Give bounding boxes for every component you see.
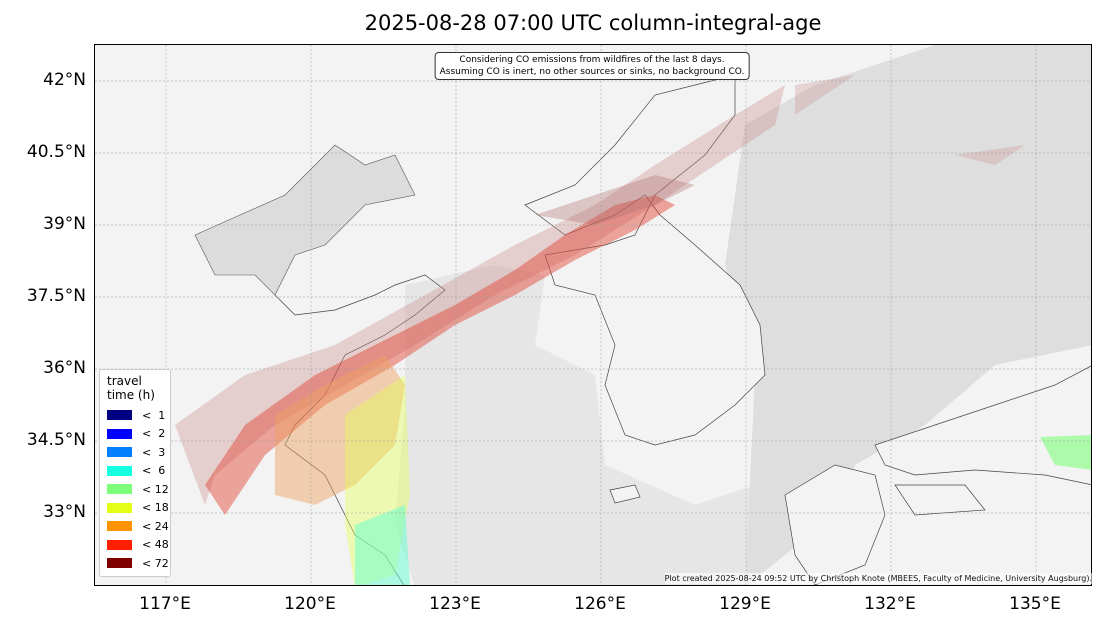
lat-tick: 34.5°N xyxy=(26,430,86,450)
annotation-line: Assuming CO is inert, no other sources o… xyxy=(439,67,745,77)
legend-label: < 1 xyxy=(142,408,166,422)
lon-tick: 129°E xyxy=(719,594,771,614)
legend-item: < 18 xyxy=(107,499,170,518)
map-canvas xyxy=(95,45,1091,585)
lat-tick: 33°N xyxy=(43,502,86,522)
legend-item: < 72 xyxy=(107,554,170,573)
legend-swatch xyxy=(107,558,132,569)
annotation-line: Considering CO emissions from wildfires … xyxy=(459,55,725,65)
legend-item: < 12 xyxy=(107,480,170,499)
jeju-island xyxy=(609,484,641,504)
legend-swatch xyxy=(107,484,132,495)
legend-items: < 1 < 2 < 3 < 6 < 12 < 18 < 24 < 48 < 72 xyxy=(107,406,170,573)
lat-tick: 37.5°N xyxy=(26,286,86,306)
lon-tick: 120°E xyxy=(284,594,336,614)
bohai-sea xyxy=(194,144,416,296)
japan-kyushu xyxy=(784,464,886,585)
legend-swatch xyxy=(107,410,132,421)
legend-label: < 72 xyxy=(142,556,169,570)
yellow-sea-shading xyxy=(395,265,815,585)
legend: travel time (h) < 1 < 2 < 3 < 6 < 12 < 18 < 24… xyxy=(99,369,171,577)
plot-title: 2025-08-28 07:00 UTC column-integral-age xyxy=(364,11,822,35)
legend-swatch xyxy=(107,447,132,458)
legend-label: < 2 xyxy=(142,427,166,441)
lat-tick: 40.5°N xyxy=(26,142,86,162)
legend-label: < 24 xyxy=(142,519,169,533)
legend-item: < 6 xyxy=(107,462,170,481)
legend-item: < 24 xyxy=(107,517,170,536)
annotation-box: Considering CO emissions from wildfires … xyxy=(434,52,750,80)
lon-tick: 135°E xyxy=(1009,594,1061,614)
legend-label: < 48 xyxy=(142,538,169,552)
legend-label: < 18 xyxy=(142,501,169,515)
legend-item: < 1 xyxy=(107,406,170,425)
china-coastline xyxy=(274,274,446,585)
legend-item: < 48 xyxy=(107,536,170,555)
east-sea xyxy=(725,45,1091,585)
lon-tick: 132°E xyxy=(864,594,916,614)
legend-label: < 3 xyxy=(142,445,166,459)
lat-tick: 36°N xyxy=(43,358,86,378)
legend-item: < 2 xyxy=(107,425,170,444)
lat-tick: 42°N xyxy=(43,70,86,90)
legend-label: < 12 xyxy=(142,482,169,496)
lat-tick: 39°N xyxy=(43,214,86,234)
legend-item: < 3 xyxy=(107,443,170,462)
co-plume xyxy=(175,75,1091,585)
legend-title-line: travel xyxy=(107,374,142,388)
legend-title-line: time (h) xyxy=(107,388,155,402)
legend-swatch xyxy=(107,465,132,476)
credit-text: Plot created 2025-08-24 09:52 UTC by Chr… xyxy=(664,573,1092,584)
map-area xyxy=(94,44,1092,586)
lon-tick: 117°E xyxy=(139,594,191,614)
legend-swatch xyxy=(107,502,132,513)
legend-label: < 6 xyxy=(142,464,166,478)
japan-shikoku xyxy=(894,484,986,516)
legend-swatch xyxy=(107,521,132,532)
legend-swatch xyxy=(107,428,132,439)
lon-tick: 123°E xyxy=(429,594,481,614)
japan-honshu xyxy=(874,365,1091,485)
legend-title: travel time (h) xyxy=(107,374,170,402)
lon-tick: 126°E xyxy=(574,594,626,614)
legend-swatch xyxy=(107,539,132,550)
